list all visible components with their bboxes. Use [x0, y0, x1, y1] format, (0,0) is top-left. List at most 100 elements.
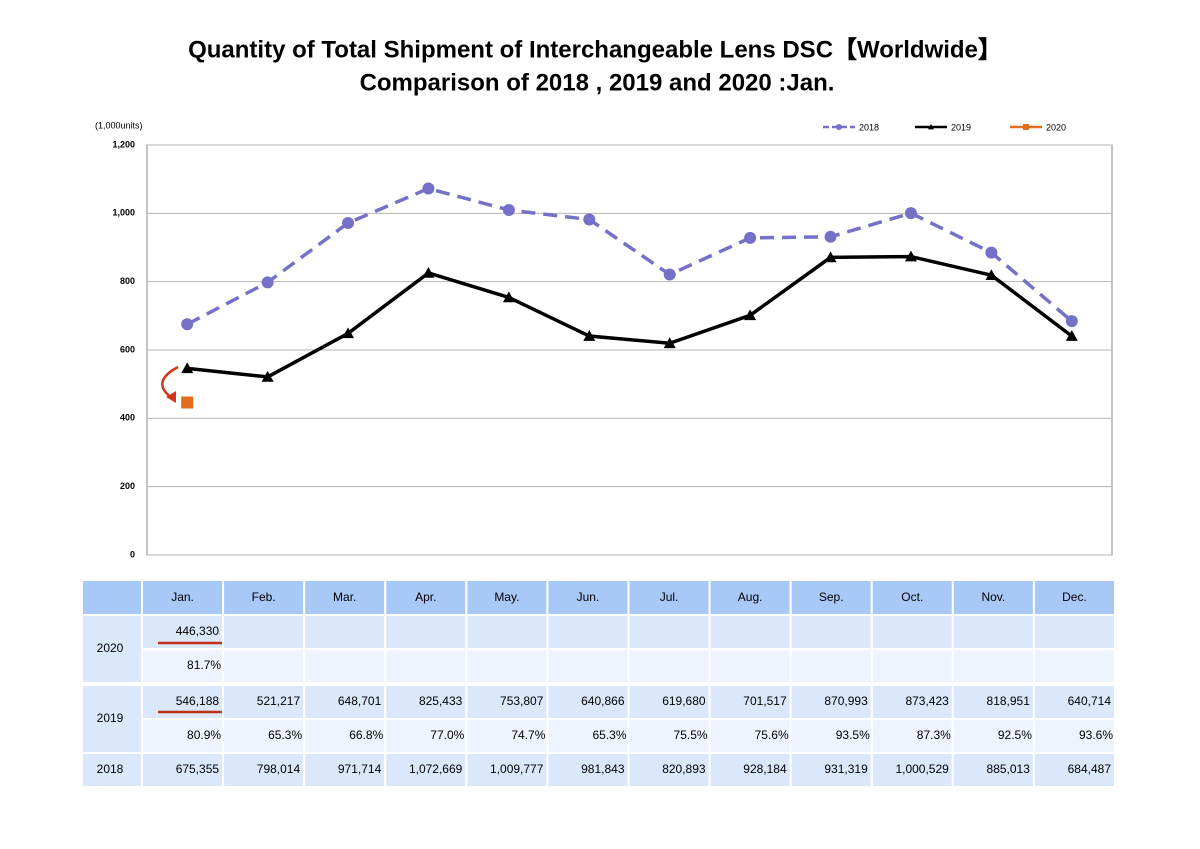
- table-ratio: 77.0%: [430, 728, 464, 742]
- column-header: Jul.: [660, 590, 679, 604]
- table-value: 521,217: [257, 694, 301, 708]
- table-cell: [789, 614, 873, 650]
- table-cell: [1032, 648, 1116, 684]
- table-cell: [222, 752, 306, 788]
- table-cell: [627, 718, 711, 754]
- table-cell: [81, 752, 143, 788]
- table-cell: [222, 648, 306, 684]
- column-header: Sep.: [819, 590, 844, 604]
- table-value: 753,807: [500, 694, 544, 708]
- table-value: 701,517: [743, 694, 787, 708]
- series-line: [187, 254, 1073, 379]
- table-ratio: 75.6%: [755, 728, 789, 742]
- table-value: 446,330: [176, 624, 220, 638]
- table-cell: [546, 614, 630, 650]
- marker: [422, 266, 435, 278]
- table-cell: [789, 579, 873, 616]
- table-value: 798,014: [257, 762, 301, 776]
- table-cell: [708, 579, 792, 616]
- marker: [422, 182, 435, 195]
- table-cell: [546, 752, 630, 788]
- table-cell: [708, 752, 792, 788]
- y-tick-label: 400: [120, 413, 135, 423]
- arrow-head: [166, 391, 176, 403]
- table-cell: [1032, 614, 1116, 650]
- table-cell: [951, 648, 1035, 684]
- column-header: Oct.: [901, 590, 923, 604]
- row-header: 2019: [97, 711, 124, 725]
- table-cell: [303, 718, 387, 754]
- table-cell: [708, 648, 792, 684]
- table-cell: [951, 579, 1035, 616]
- marker: [904, 250, 917, 262]
- table-cell: [141, 752, 225, 788]
- row-header: 2018: [97, 762, 124, 776]
- marker: [663, 268, 676, 281]
- table-value: 640,866: [581, 694, 625, 708]
- table-ratio: 93.6%: [1079, 728, 1113, 742]
- marker: [181, 318, 194, 331]
- table-cell: [870, 614, 954, 650]
- legend-label: 2019: [951, 122, 971, 132]
- table-ratio: 93.5%: [836, 728, 870, 742]
- table-value: 931,319: [824, 762, 868, 776]
- table-cell: [81, 614, 143, 684]
- y-axis-label: (1,000units): [95, 120, 143, 130]
- table-value: 675,355: [176, 762, 220, 776]
- marker: [181, 396, 194, 409]
- marker: [904, 207, 917, 220]
- table-cell: [222, 718, 306, 754]
- table-value: 928,184: [743, 762, 787, 776]
- table-cell: [465, 614, 549, 650]
- legend-label: 2018: [859, 122, 879, 132]
- table-cell: [81, 684, 143, 754]
- legend-marker: [836, 124, 842, 130]
- table-ratio: 75.5%: [674, 728, 708, 742]
- column-header: Apr.: [415, 590, 436, 604]
- table-cell: [627, 648, 711, 684]
- y-tick-label: 200: [120, 481, 135, 491]
- column-header: Jan.: [171, 590, 194, 604]
- table-value: 981,843: [581, 762, 625, 776]
- table-cell: [384, 579, 468, 616]
- marker: [502, 291, 515, 303]
- table-cell: [870, 648, 954, 684]
- table-value: 885,013: [987, 762, 1031, 776]
- table-value: 820,893: [662, 762, 706, 776]
- table-ratio: 66.8%: [349, 728, 383, 742]
- marker: [583, 213, 596, 226]
- chart-title: Quantity of Total Shipment of Interchang…: [188, 36, 1002, 63]
- table-cell: [546, 579, 630, 616]
- column-header: Mar.: [333, 590, 356, 604]
- table-cell: [708, 614, 792, 650]
- column-header: May.: [494, 590, 519, 604]
- table-value: 825,433: [419, 694, 463, 708]
- table-value: 971,714: [338, 762, 382, 776]
- column-header: Feb.: [252, 590, 276, 604]
- table-ratio: 87.3%: [917, 728, 951, 742]
- table-cell: [627, 752, 711, 788]
- table-value: 1,072,669: [409, 762, 463, 776]
- table-cell: [870, 752, 954, 788]
- table-value: 870,993: [824, 694, 868, 708]
- row-header: 2020: [97, 641, 124, 655]
- y-tick-label: 1,000: [112, 208, 135, 218]
- table-ratio: 92.5%: [998, 728, 1032, 742]
- table-cell: [1032, 752, 1116, 788]
- table-cell: [465, 752, 549, 788]
- table-ratio: 81.7%: [187, 658, 221, 672]
- series-line: [186, 186, 1073, 326]
- table-cell: [708, 684, 792, 720]
- marker: [824, 251, 837, 263]
- table-ratio: 74.7%: [511, 728, 545, 742]
- marker: [744, 309, 757, 321]
- table-value: 818,951: [987, 694, 1031, 708]
- table-value: 619,680: [662, 694, 706, 708]
- marker: [663, 337, 676, 349]
- table-value: 684,487: [1068, 762, 1112, 776]
- y-tick-label: 0: [130, 549, 135, 559]
- y-tick-label: 1,200: [112, 139, 135, 149]
- chart-subtitle: Comparison of 2018 , 2019 and 2020 :Jan.: [360, 69, 835, 96]
- table-cell: [465, 648, 549, 684]
